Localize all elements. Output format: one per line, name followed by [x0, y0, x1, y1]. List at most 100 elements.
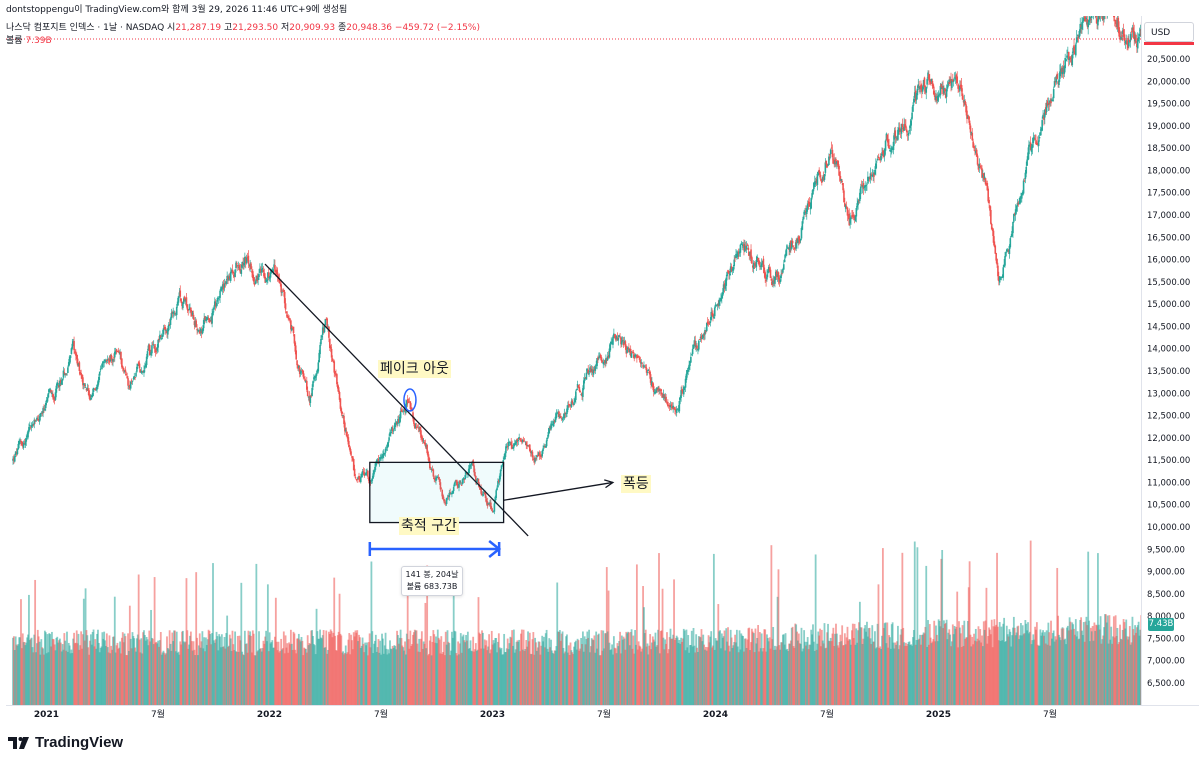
candle-body	[971, 132, 974, 141]
candle-body	[559, 416, 561, 418]
accumulation-annotation[interactable]: 축적 구간	[399, 517, 459, 535]
candle-body	[611, 343, 613, 344]
candle-body	[291, 327, 294, 329]
candle-body	[523, 440, 526, 442]
tradingview-logo[interactable]: TradingView	[8, 734, 123, 751]
candle-body	[1098, 16, 1100, 20]
candle-body	[986, 183, 989, 191]
candle-body	[579, 391, 582, 393]
candle-body	[228, 276, 230, 280]
candle-body	[749, 251, 751, 256]
candle-body	[39, 413, 42, 417]
candle-body	[827, 165, 829, 167]
candle-body	[53, 399, 56, 401]
candle-body	[671, 406, 674, 409]
candle-body	[593, 368, 596, 370]
candle-body	[705, 322, 708, 331]
candle-body	[15, 451, 18, 454]
candle-body	[690, 356, 692, 363]
candle-body	[707, 322, 710, 324]
candle-body	[33, 419, 36, 425]
candle-body	[905, 125, 907, 128]
candle-body	[97, 381, 99, 387]
candle-body	[859, 192, 861, 201]
fakeout-annotation[interactable]: 페이크 아웃	[378, 360, 451, 378]
candle-body	[171, 312, 174, 314]
candle-body	[258, 274, 260, 278]
candle-body	[1087, 22, 1089, 28]
candle-body	[168, 324, 171, 325]
currency-selector[interactable]: USD	[1144, 22, 1194, 42]
range-tooltip: 141 봉, 204날 볼륨 683.73B	[401, 566, 463, 596]
candle-body	[809, 208, 812, 210]
candle-body	[24, 440, 27, 446]
candle-body	[839, 175, 842, 181]
candle-body	[73, 341, 75, 351]
candle-body	[1037, 140, 1040, 147]
candle-body	[430, 469, 433, 471]
candle-body	[176, 301, 179, 306]
candle-body	[547, 432, 550, 437]
candle-body	[515, 440, 518, 443]
candle-body	[144, 366, 146, 369]
candle-body	[557, 412, 559, 414]
candle-body	[1057, 81, 1059, 85]
candle-body	[562, 416, 565, 418]
y-tick-label: 16,000.00	[1147, 256, 1190, 266]
y-tick-label: 12,000.00	[1147, 434, 1190, 444]
candle-body	[54, 392, 57, 400]
candle-body	[290, 320, 292, 330]
surge-annotation[interactable]: 폭등	[621, 475, 651, 493]
candle-body	[248, 264, 251, 266]
candle-body	[160, 338, 163, 340]
candle-body	[1094, 11, 1096, 13]
candle-body	[200, 330, 203, 334]
candle-body	[275, 269, 278, 275]
candle-body	[365, 472, 367, 476]
candle-body	[516, 438, 519, 443]
candle-body	[561, 418, 564, 420]
candle-body	[752, 262, 755, 269]
candle-body	[966, 110, 968, 119]
candle-body	[244, 257, 247, 264]
candle-body	[182, 302, 184, 309]
candle-body	[314, 375, 317, 378]
candle-body	[780, 274, 782, 278]
candle-body	[132, 378, 135, 380]
symbol-name[interactable]: 나스닥 컴포지트 인덱스 · 1날 · NASDAQ	[6, 23, 165, 33]
candle-body	[666, 402, 668, 404]
candle-body	[261, 267, 264, 270]
candle-body	[105, 361, 107, 362]
candle-body	[755, 260, 758, 268]
candle-body	[492, 511, 495, 513]
candle-body	[470, 462, 473, 466]
candle-body	[415, 427, 418, 429]
candle-body	[1010, 235, 1013, 238]
open-value: 21,287.19	[175, 23, 222, 33]
candle-body	[841, 180, 843, 182]
y-tick-label: 17,500.00	[1147, 189, 1190, 199]
candle-body	[474, 472, 476, 477]
candle-body	[25, 437, 28, 442]
candle-body	[306, 380, 308, 390]
candle-body	[317, 362, 320, 372]
candle-body	[688, 364, 690, 370]
candle-body	[1136, 43, 1138, 48]
candle-body	[473, 465, 475, 473]
candle-body	[558, 411, 560, 417]
candle-body	[759, 265, 762, 267]
candle-body	[344, 422, 346, 432]
candle-body	[181, 301, 183, 307]
candle-body	[929, 79, 932, 84]
candle-body	[776, 274, 779, 277]
candle-body	[948, 82, 951, 85]
candle-body	[94, 388, 97, 390]
candle-body	[252, 277, 255, 282]
candle-body	[194, 321, 197, 327]
volume-bar	[255, 563, 258, 705]
candle-body	[936, 95, 939, 101]
candle-body	[363, 472, 366, 476]
candle-body	[1017, 202, 1020, 205]
candle-body	[700, 335, 703, 340]
